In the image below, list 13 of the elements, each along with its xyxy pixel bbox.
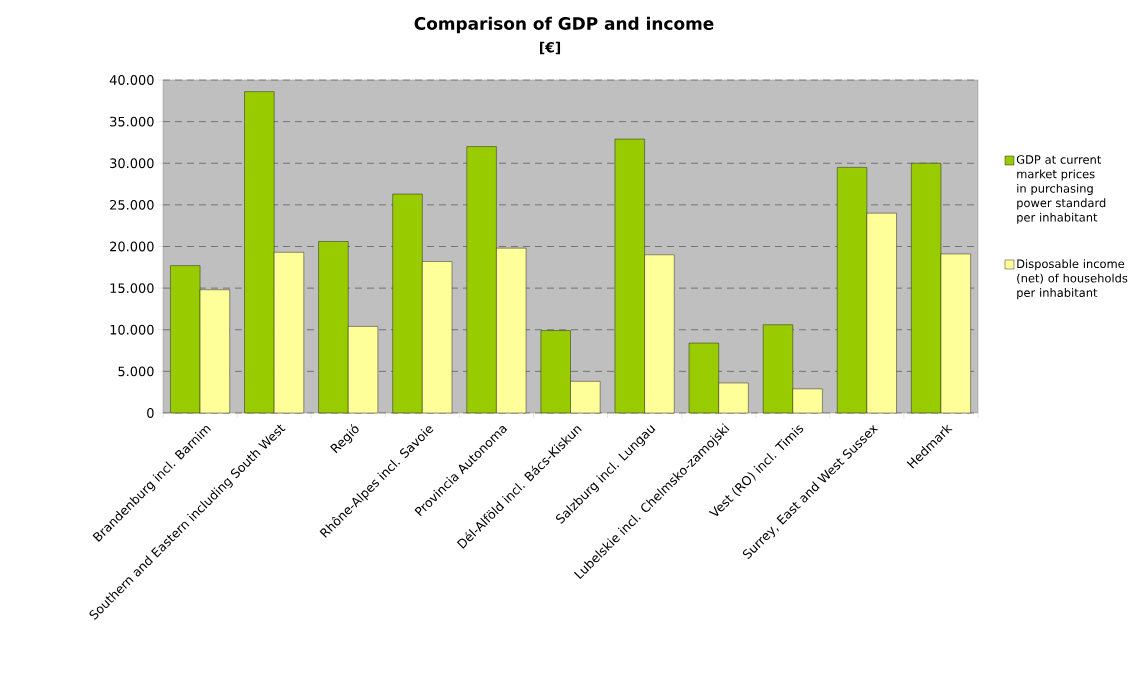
- y-tick-label: 15.000: [110, 283, 154, 294]
- chart-subtitle: [€]: [539, 41, 561, 55]
- chart-title: Comparison of GDP and income: [414, 16, 714, 34]
- y-tick-label: 10.000: [110, 324, 154, 335]
- y-tick-label: 25.000: [110, 199, 154, 210]
- legend-label: Disposable income (net) of households per inhabitant: [1017, 259, 1128, 300]
- y-tick-label: 30.000: [110, 158, 154, 169]
- y-tick-label: 40.000: [109, 75, 154, 85]
- y-tick-label: 0: [147, 408, 154, 418]
- legend-label: GDP at current market prices in purchasing power standard per inhabitant: [1016, 155, 1106, 224]
- y-tick-label: 20.000: [110, 241, 154, 252]
- y-tick-label: 35.000: [110, 116, 154, 127]
- y-tick-label: 5.000: [118, 366, 154, 377]
